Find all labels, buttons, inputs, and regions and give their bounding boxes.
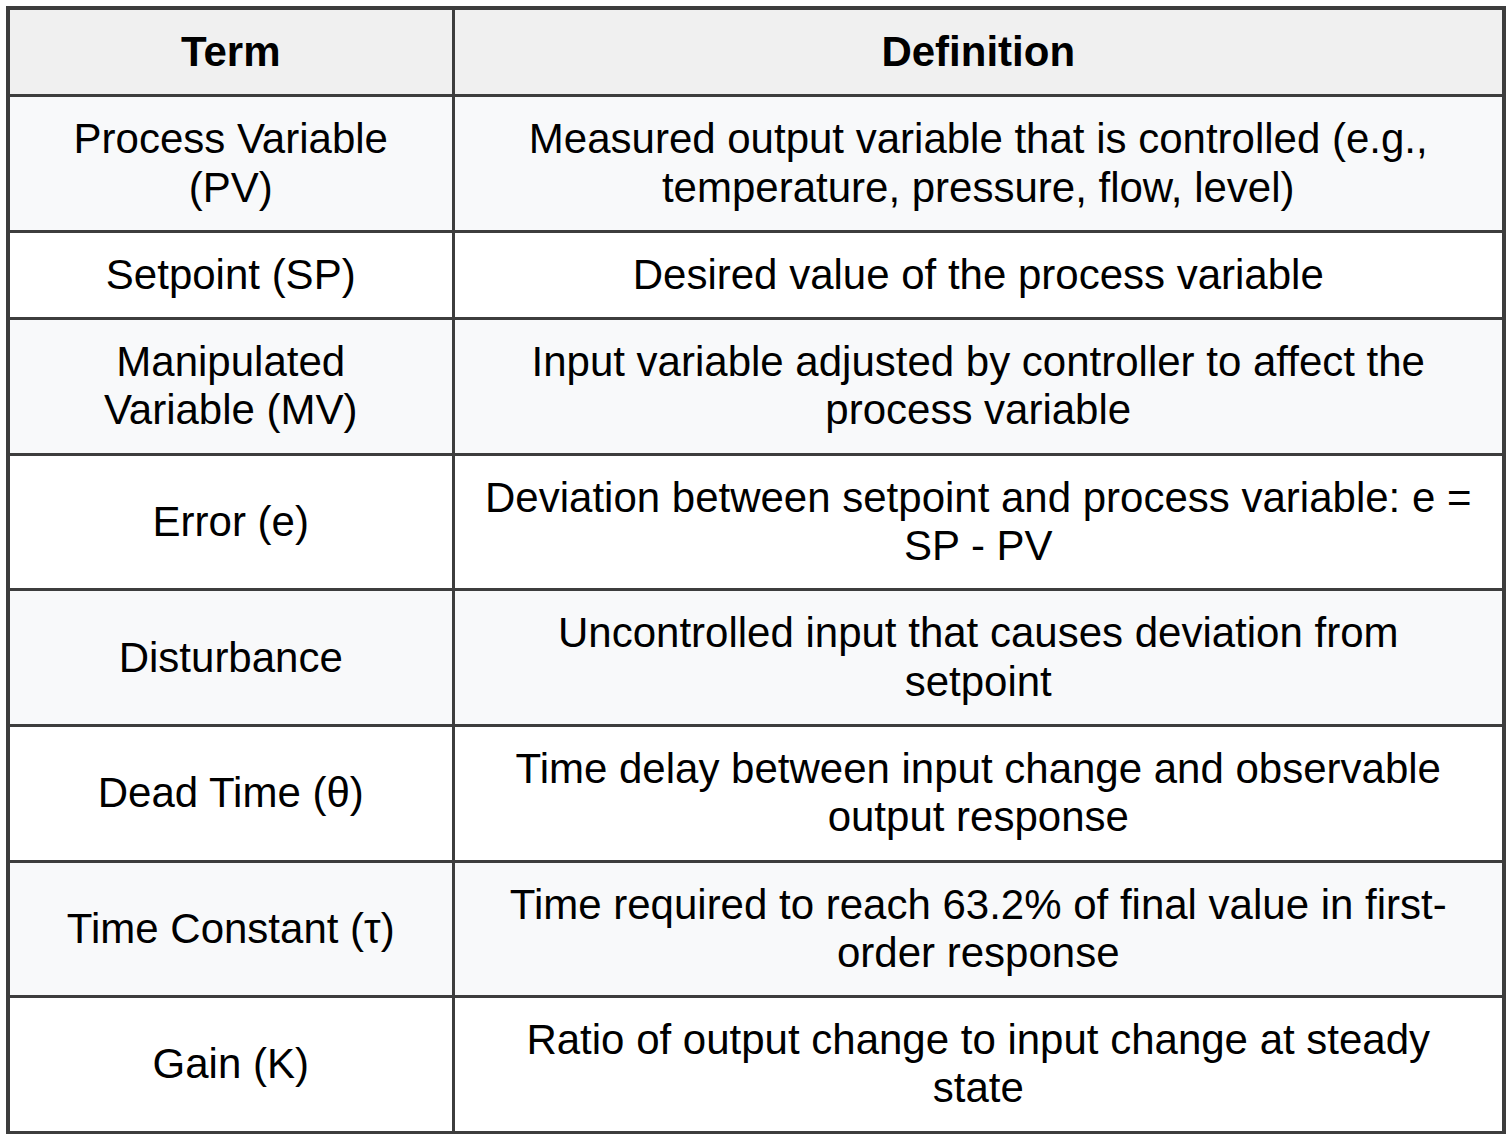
column-header-definition: Definition — [453, 8, 1504, 96]
definition-cell: Time required to reach 63.2% of final va… — [453, 861, 1504, 997]
table-row: Dead Time (θ)Time delay between input ch… — [8, 725, 1504, 861]
table-row: Setpoint (SP)Desired value of the proces… — [8, 231, 1504, 318]
table-row: Manipulated Variable (MV)Input variable … — [8, 319, 1504, 455]
table-row: Error (e)Deviation between setpoint and … — [8, 454, 1504, 590]
term-cell: Manipulated Variable (MV) — [8, 319, 453, 455]
definition-cell: Ratio of output change to input change a… — [453, 997, 1504, 1133]
table-body: Process Variable (PV)Measured output var… — [8, 96, 1504, 1133]
definition-cell: Measured output variable that is control… — [453, 96, 1504, 232]
table-row: Gain (K)Ratio of output change to input … — [8, 997, 1504, 1133]
term-cell: Dead Time (θ) — [8, 725, 453, 861]
table-row: DisturbanceUncontrolled input that cause… — [8, 590, 1504, 726]
table-row: Process Variable (PV)Measured output var… — [8, 96, 1504, 232]
header-row: Term Definition — [8, 8, 1504, 96]
term-cell: Gain (K) — [8, 997, 453, 1133]
term-cell: Disturbance — [8, 590, 453, 726]
table-row: Time Constant (τ)Time required to reach … — [8, 861, 1504, 997]
definition-cell: Deviation between setpoint and process v… — [453, 454, 1504, 590]
term-cell: Error (e) — [8, 454, 453, 590]
definition-cell: Desired value of the process variable — [453, 231, 1504, 318]
definition-cell: Time delay between input change and obse… — [453, 725, 1504, 861]
definition-cell: Uncontrolled input that causes deviation… — [453, 590, 1504, 726]
term-cell: Process Variable (PV) — [8, 96, 453, 232]
definition-cell: Input variable adjusted by controller to… — [453, 319, 1504, 455]
table-header: Term Definition — [8, 8, 1504, 96]
term-cell: Time Constant (τ) — [8, 861, 453, 997]
definitions-table: Term Definition Process Variable (PV)Mea… — [6, 6, 1506, 1134]
column-header-term: Term — [8, 8, 453, 96]
term-cell: Setpoint (SP) — [8, 231, 453, 318]
